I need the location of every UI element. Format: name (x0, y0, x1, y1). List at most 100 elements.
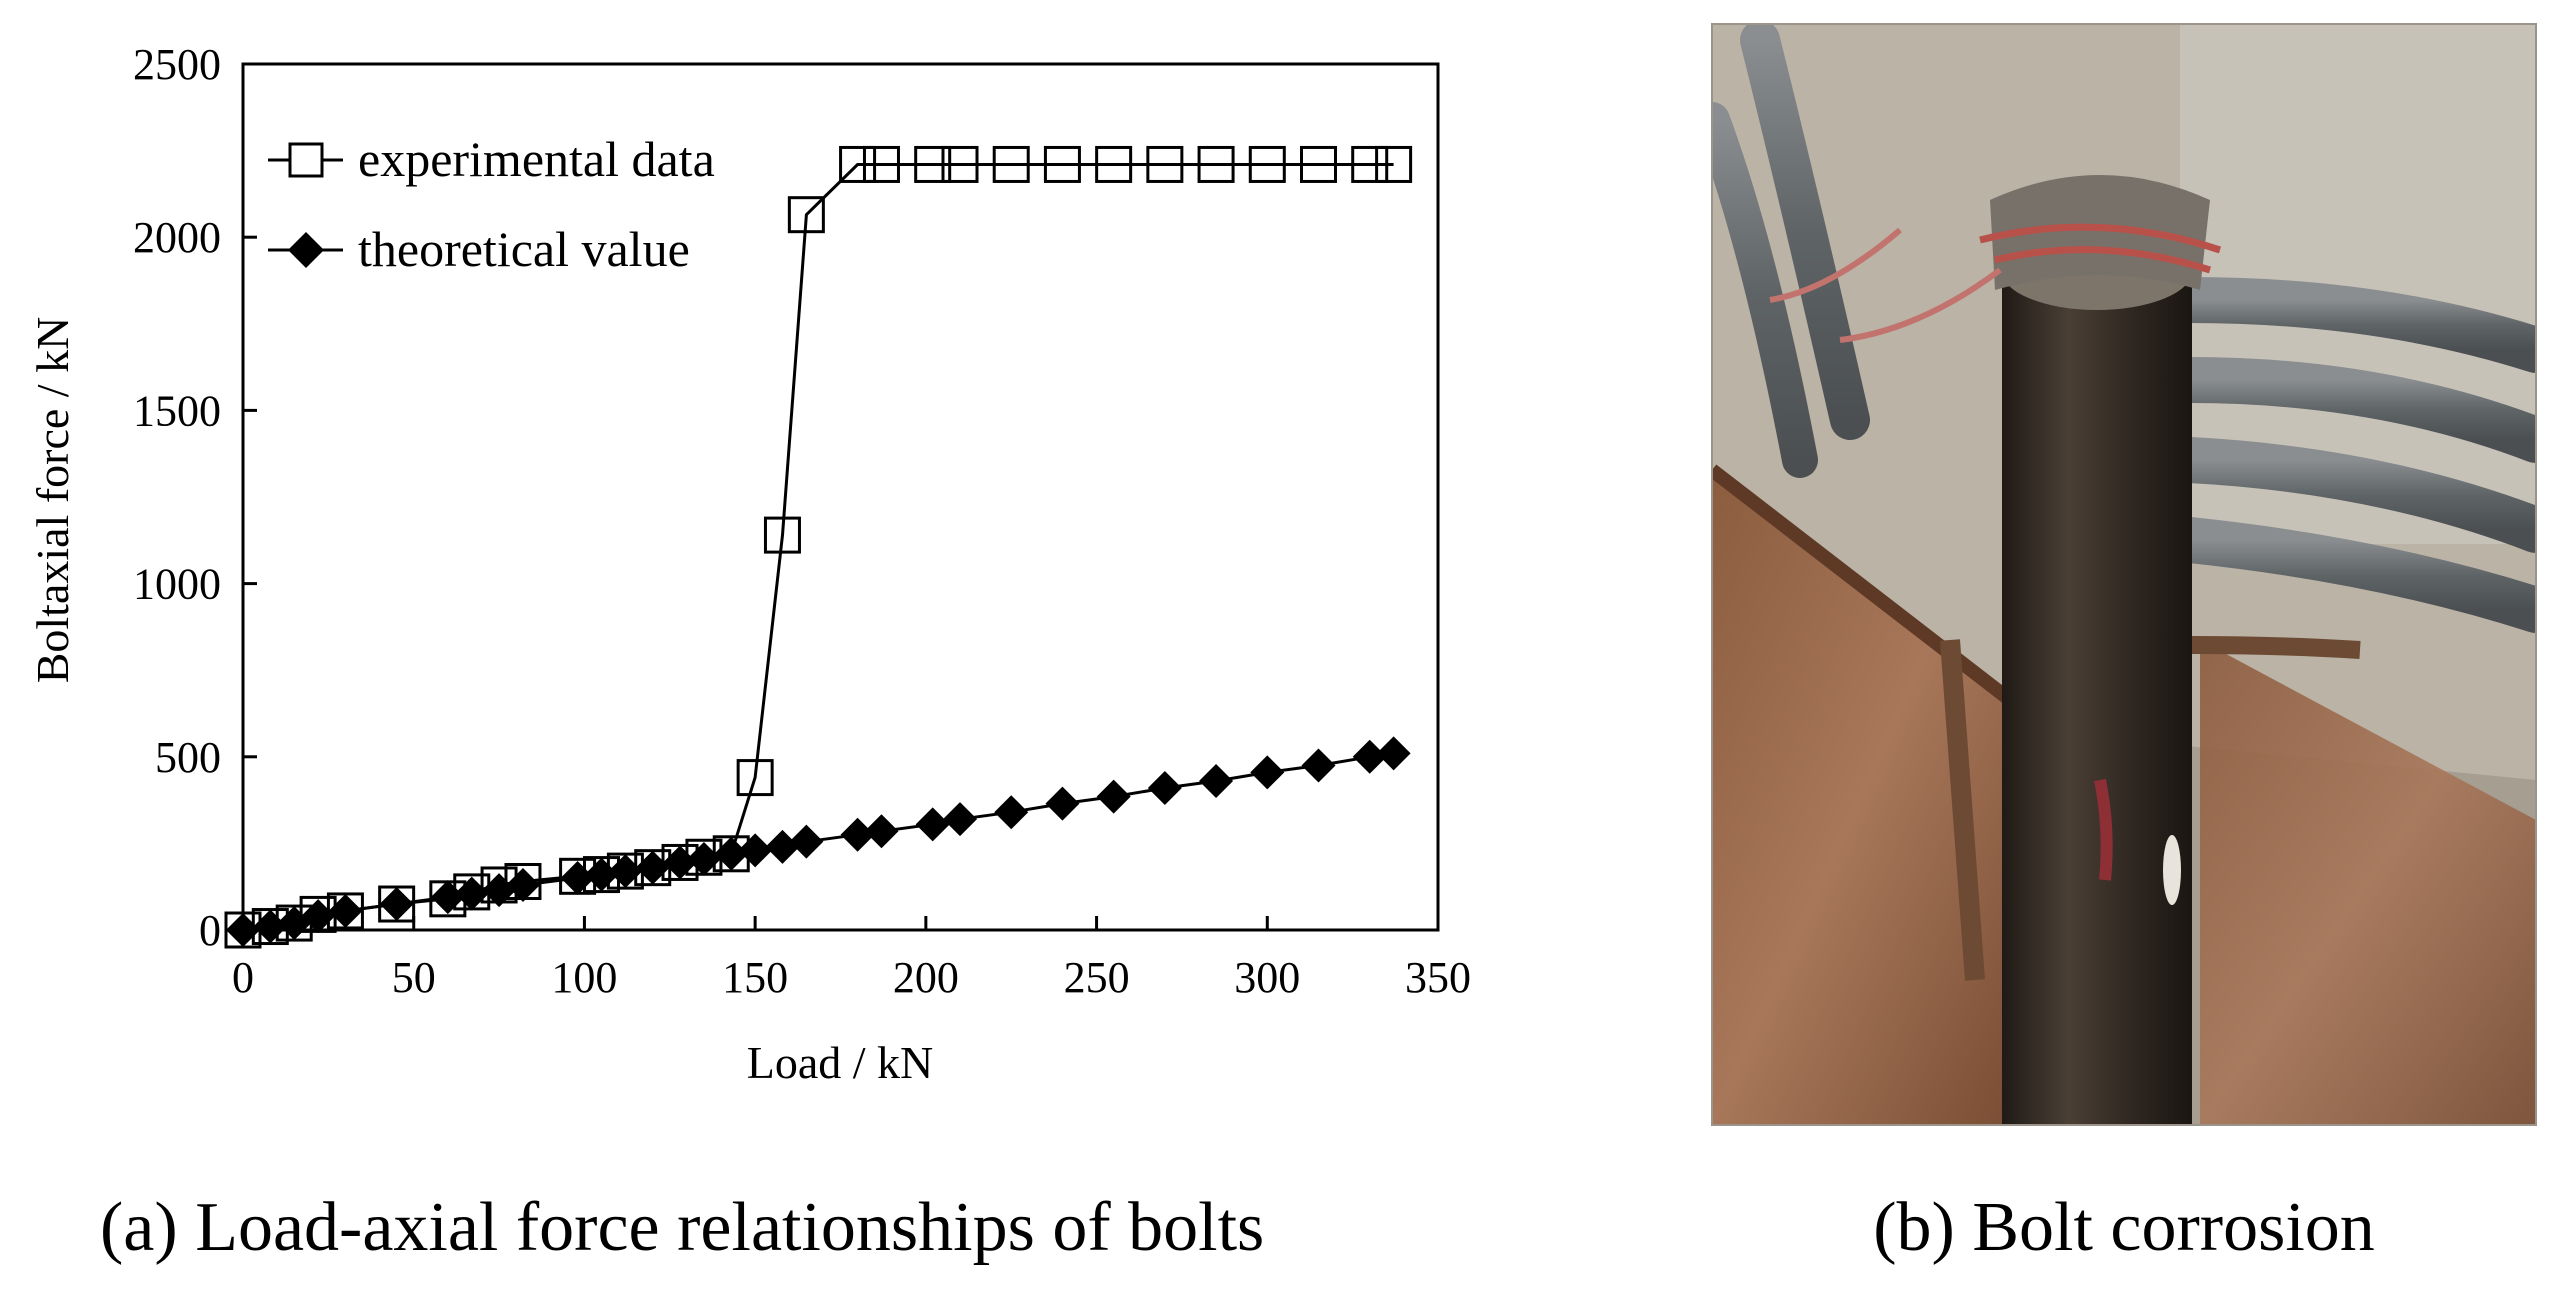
photo-cables (1712, 24, 2536, 633)
data-markers (224, 145, 1413, 949)
experimental-point (1351, 145, 1389, 183)
theoretical-point (840, 817, 875, 852)
legend-label-theoretical: theoretical value (358, 221, 690, 277)
experimental-point (661, 843, 699, 881)
photo-rail-left (1712, 470, 2010, 1125)
legend-label-experimental: experimental data (358, 131, 715, 187)
theoretical-point (714, 836, 749, 871)
experimental-point (1375, 145, 1413, 183)
legend-item-theoretical: theoretical value (268, 221, 690, 277)
x-tick-label: 150 (722, 953, 788, 1002)
experimental-point (634, 849, 672, 887)
theoretical-point (584, 857, 619, 892)
theoretical-point (328, 893, 363, 928)
y-tick-label: 500 (155, 733, 221, 782)
experimental-point (251, 908, 289, 946)
theoretical-point (1147, 770, 1182, 805)
theoretical-point (686, 841, 721, 876)
theoretical-point (765, 829, 800, 864)
experimental-point (1197, 145, 1235, 183)
theoretical-point (1096, 779, 1131, 814)
experimental-point (736, 759, 774, 797)
legend: experimental data theoretical value (268, 131, 715, 277)
theoretical-point (663, 845, 698, 880)
y-axis-ticks: 0 500 1000 1500 2000 2500 (133, 40, 257, 955)
experimental-point (1095, 145, 1133, 183)
photo-bolt-rust-mark (2094, 778, 2113, 881)
theoretical-point (253, 909, 288, 944)
experimental-point (559, 857, 597, 895)
x-axis-title: Load / kN (747, 1037, 934, 1088)
theoretical-point (560, 861, 595, 896)
theoretical-point (1045, 786, 1080, 821)
x-tick-label: 50 (392, 953, 436, 1002)
load-axial-force-chart: 0 500 1000 1500 2000 2500 0 50 100 150 200 250 300 3… (27, 40, 1471, 1088)
experimental-point (712, 835, 750, 873)
x-tick-label: 200 (893, 953, 959, 1002)
experimental-point (1248, 145, 1286, 183)
y-tick-label: 2000 (133, 213, 221, 262)
experimental-point (839, 145, 877, 183)
theoretical-point (1301, 748, 1336, 783)
experimental-point (1300, 145, 1337, 183)
experimental-point (504, 863, 542, 901)
experimental-point (299, 895, 337, 933)
experimental-point (224, 911, 262, 949)
theoretical-point (635, 850, 670, 885)
experimental-point (606, 852, 644, 890)
theoretical-point (864, 814, 899, 849)
experimental-point (914, 145, 952, 183)
theoretical-point (505, 867, 540, 902)
experimental-point (429, 880, 467, 918)
legend-diamond-icon (288, 232, 324, 268)
x-tick-label: 250 (1064, 953, 1130, 1002)
x-tick-label: 0 (232, 953, 254, 1002)
photo-bolt-shaft (2002, 270, 2192, 1125)
y-tick-label: 0 (199, 906, 221, 955)
experimental-point (685, 838, 723, 876)
theoretical-point (915, 807, 950, 842)
photo-bolt-wrapping (1990, 175, 2210, 290)
y-tick-label: 1500 (133, 386, 221, 435)
theoretical-point (1250, 755, 1285, 790)
theoretical-point (430, 880, 465, 915)
experimental-point (453, 873, 491, 911)
y-tick-label: 2500 (133, 40, 221, 89)
theoretical-point (608, 854, 643, 889)
experimental-point (1043, 145, 1081, 183)
experimental-point (378, 885, 416, 923)
photo-rebar (1940, 639, 1985, 981)
theoretical-point (943, 802, 977, 837)
legend-item-experimental: experimental data (268, 131, 715, 187)
caption-b: (b) Bolt corrosion (1873, 1189, 2375, 1266)
photo-red-wire (1979, 223, 2222, 274)
experimental-point (326, 892, 364, 930)
y-axis-title: Boltaxial force / kN (27, 317, 78, 684)
experimental-point (941, 145, 979, 183)
theoretical-point (1199, 764, 1234, 799)
experimental-point (275, 904, 313, 942)
experimental-point (787, 196, 825, 234)
experimental-point (763, 516, 801, 554)
plot-frame (241, 62, 1440, 932)
theoretical-point (379, 887, 414, 922)
theoretical-point (994, 795, 1029, 830)
fitted-curves (242, 163, 1394, 932)
experimental-point (1146, 145, 1184, 183)
experimental-point (862, 145, 900, 183)
x-axis-ticks: 0 50 100 150 200 250 300 350 (232, 916, 1471, 1002)
y-tick-label: 1000 (133, 560, 221, 609)
photo-rail-right (2200, 640, 2536, 1125)
theoretical-point (738, 833, 773, 868)
x-tick-label: 100 (551, 953, 617, 1002)
x-tick-label: 300 (1234, 953, 1300, 1002)
theoretical-point (1376, 736, 1411, 771)
photo-frame (1711, 23, 2537, 1126)
theoretical-point (789, 824, 824, 859)
legend-square-icon (288, 142, 324, 178)
photo-bolt-highlight (2163, 835, 2181, 905)
experimental-point (992, 145, 1030, 183)
theoretical-point (1352, 739, 1387, 774)
theoretical-point (454, 876, 489, 911)
